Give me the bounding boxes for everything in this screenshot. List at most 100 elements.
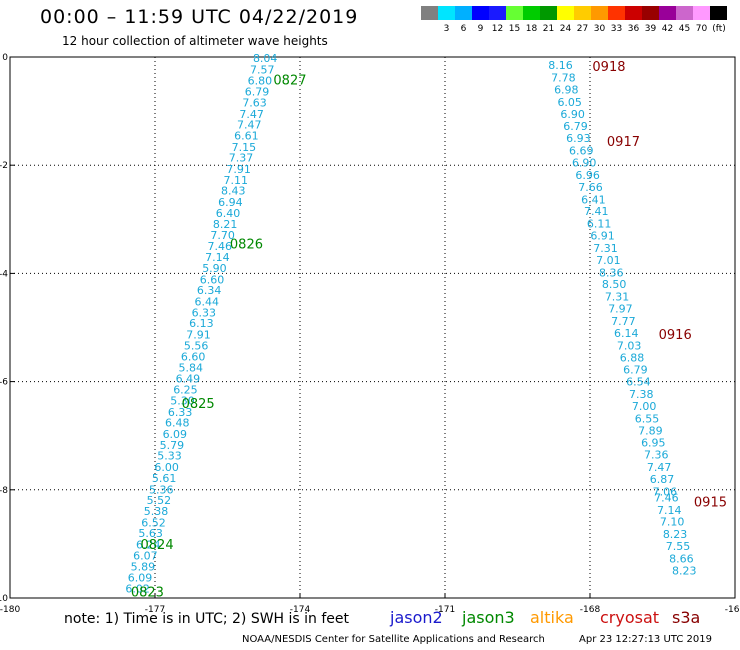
data-point-label: 7.31 <box>605 291 630 304</box>
data-point-label: 6.60 <box>200 273 225 286</box>
satellite-label-altika: altika <box>530 608 574 627</box>
satellite-label-jason2: jason2 <box>390 608 443 627</box>
data-point-label: 6.80 <box>248 74 273 87</box>
data-point-label: 7.66 <box>578 181 603 194</box>
data-point-label: 7.47 <box>237 119 262 132</box>
data-point-label: 7.55 <box>666 540 691 553</box>
data-point-label: 7.31 <box>593 242 618 255</box>
colorbar-swatch <box>591 6 608 20</box>
data-point-label: 6.79 <box>563 120 588 133</box>
pass-time-label: 0916 <box>659 328 692 343</box>
data-point-label: 6.95 <box>641 437 666 450</box>
data-point-label: 7.15 <box>232 141 257 154</box>
y-tick-label: -8 <box>0 486 8 496</box>
x-tick-label: -177 <box>145 605 165 615</box>
colorbar-unit: (ft) <box>712 24 726 34</box>
data-point-label: 8.23 <box>672 564 697 577</box>
data-point-label: 6.34 <box>197 284 222 297</box>
colorbar-swatch <box>574 6 591 20</box>
data-point-label: 6.79 <box>245 86 270 99</box>
data-point-label: 8.21 <box>213 218 238 231</box>
generation-timestamp: Apr 23 12:27:13 UTC 2019 <box>579 634 712 645</box>
data-point-label: 6.93 <box>566 132 591 145</box>
y-tick-label: -4 <box>0 269 8 279</box>
data-point-label: 6.25 <box>173 384 198 397</box>
colorbar-swatch <box>642 6 659 20</box>
data-point-label: 7.63 <box>242 96 267 109</box>
satellite-label-jason3: jason3 <box>462 608 515 627</box>
data-point-label: 7.47 <box>647 461 672 474</box>
pass-time-label: 0824 <box>141 538 174 553</box>
data-point-label: 7.89 <box>638 424 663 437</box>
data-point-label: 6.49 <box>176 372 201 385</box>
colorbar-label: 3 <box>443 24 450 34</box>
data-point-label: 6.09 <box>128 571 153 584</box>
colorbar-label: 70 <box>695 24 708 34</box>
pass-time-label: 0823 <box>131 586 164 601</box>
data-point-label: 7.37 <box>229 152 254 165</box>
colorbar-swatch <box>608 6 625 20</box>
data-point-label: 7.77 <box>611 315 636 328</box>
colorbar-swatch <box>710 6 727 20</box>
data-point-label: 7.00 <box>632 400 657 413</box>
colorbar-swatch <box>455 6 472 20</box>
colorbar-label: 9 <box>477 24 484 34</box>
colorbar-label: 36 <box>627 24 640 34</box>
colorbar-swatch <box>540 6 557 20</box>
colorbar-label: 12 <box>491 24 504 34</box>
data-point-label: 7.78 <box>551 72 576 85</box>
data-point-label: 7.70 <box>210 229 235 242</box>
data-point-label: 6.79 <box>623 364 648 377</box>
satellite-label-s3a: s3a <box>672 608 701 627</box>
data-point-label: 7.46 <box>208 240 233 253</box>
data-point-label: 7.47 <box>239 108 264 121</box>
data-point-label: 6.96 <box>575 169 600 182</box>
y-tick-label: 0 <box>2 53 8 63</box>
data-point-label: 7.11 <box>223 174 248 187</box>
data-point-label: 7.14 <box>205 251 230 264</box>
colorbar-swatch <box>472 6 489 20</box>
data-point-label: 6.41 <box>581 193 606 206</box>
data-point-label: 5.90 <box>202 262 227 275</box>
x-tick-label: -174 <box>290 605 311 615</box>
y-tick-label: -10 <box>0 594 8 604</box>
data-point-label: 6.40 <box>216 207 241 220</box>
data-point-label: 6.54 <box>626 376 651 389</box>
data-point-label: 7.10 <box>660 516 685 529</box>
chart-subtitle: 12 hour collection of altimeter wave hei… <box>62 34 328 48</box>
data-point-label: 6.60 <box>181 351 206 364</box>
data-point-label: 7.36 <box>644 449 669 462</box>
data-point-label: 6.07 <box>133 549 158 562</box>
data-point-label: 6.98 <box>554 83 579 96</box>
colorbar-swatch <box>693 6 710 20</box>
colorbar-label: 33 <box>610 24 623 34</box>
plot-frame <box>9 56 736 599</box>
colorbar-label: 27 <box>576 24 589 34</box>
data-point-label: 8.50 <box>602 278 627 291</box>
pass-time-label: 0826 <box>230 238 263 253</box>
credit-line: NOAA/NESDIS Center for Satellite Applica… <box>242 634 545 645</box>
colorbar-swatch <box>523 6 540 20</box>
colorbar-label: 42 <box>661 24 674 34</box>
colorbar-label: 21 <box>542 24 555 34</box>
data-point-label: 5.61 <box>152 472 177 485</box>
pass-time-label: 0915 <box>694 496 727 511</box>
data-point-label: 5.89 <box>131 561 156 574</box>
data-point-label: 6.24 <box>136 538 161 551</box>
data-point-label: 6.13 <box>189 317 214 330</box>
data-point-label: 5.36 <box>149 483 174 496</box>
data-point-label: 6.33 <box>192 306 217 319</box>
data-point-label: 6.91 <box>590 230 615 243</box>
data-point-label: 5.84 <box>179 362 204 375</box>
data-point-label: 7.06 <box>653 485 678 498</box>
data-point-label: 7.14 <box>657 504 682 517</box>
satellite-label-cryosat: cryosat <box>600 608 660 627</box>
x-tick-label: -180 <box>0 605 20 615</box>
data-point-label: 6.44 <box>194 296 219 309</box>
data-point-label: 7.03 <box>617 339 642 352</box>
data-point-label: 6.11 <box>587 218 612 231</box>
data-point-label: 6.87 <box>650 473 675 486</box>
data-point-label: 5.56 <box>184 339 209 352</box>
data-point-label: 5.33 <box>157 450 182 463</box>
